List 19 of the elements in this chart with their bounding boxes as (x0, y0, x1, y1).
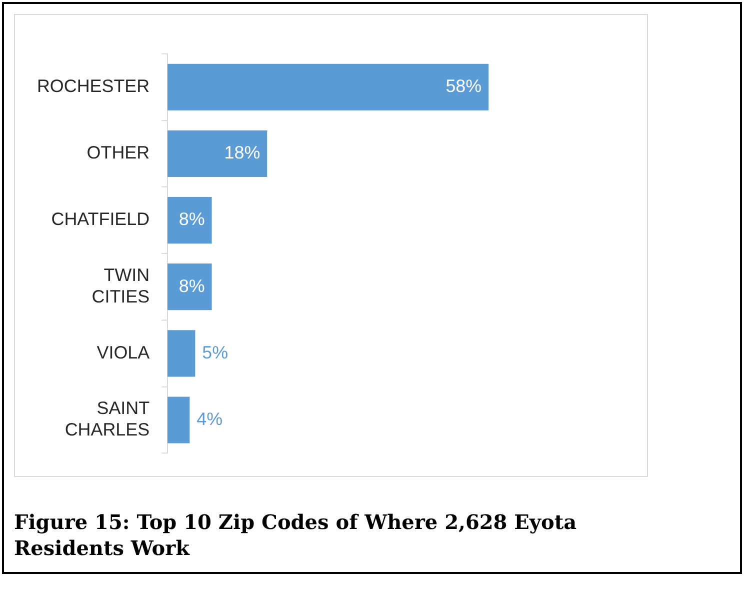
y-tick-label: OTHER (86, 142, 150, 163)
bar (168, 396, 190, 444)
bar (168, 196, 212, 244)
bar (168, 330, 196, 377)
text: Figure 15: Top 10 Zip Codes of Where 2,628 Eyota Residents Work (14, 509, 578, 561)
data-label: 5% (202, 342, 228, 362)
y-tick-label: ROCHESTER (36, 76, 150, 96)
data-label: 8% (178, 276, 205, 296)
y-tick-label: CHATFIELD (51, 209, 150, 230)
data-label: 4% (196, 408, 223, 429)
bar (168, 264, 212, 310)
data-label: 58% (446, 76, 482, 96)
y-tick-label: TWIN CITIES (92, 265, 150, 307)
y-tick-label: VIOLA (96, 342, 150, 362)
y-tick-label: SAINT CHARLES (64, 398, 150, 440)
bar (168, 64, 489, 110)
data-label: 18% (224, 142, 260, 163)
data-label: 8% (178, 209, 205, 230)
bar (168, 130, 268, 177)
